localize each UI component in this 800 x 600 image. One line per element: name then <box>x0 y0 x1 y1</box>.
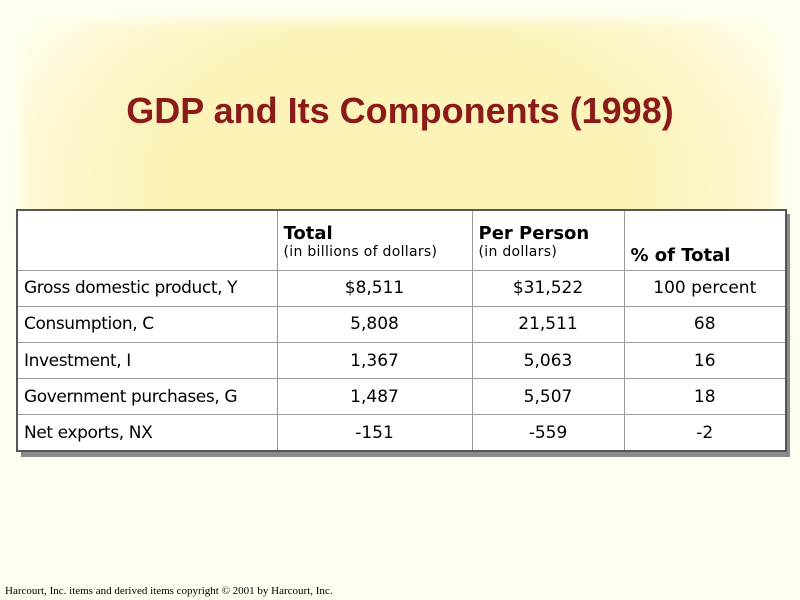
header-total: Total (in billions of dollars) <box>276 209 473 271</box>
row-label: Government purchases, G <box>16 378 278 416</box>
table-row: Government purchases, G 1,487 5,507 18 <box>16 378 787 416</box>
header-total-unit: (in billions of dollars) <box>283 243 438 260</box>
cell-total: 1,487 <box>276 378 473 416</box>
cell-per-person: 21,511 <box>471 305 625 344</box>
table-row: Gross domestic product, Y $8,511 $31,522… <box>16 269 787 307</box>
header-per-person-label: Per Person <box>478 222 590 244</box>
header-pct-total: % of Total <box>623 209 787 271</box>
row-label: Net exports, NX <box>16 414 278 452</box>
row-label: Investment, I <box>16 342 278 380</box>
table-row: Consumption, C 5,808 21,511 68 <box>16 305 787 344</box>
table-row: Investment, I 1,367 5,063 16 <box>16 342 787 380</box>
cell-pct: 16 <box>623 342 787 380</box>
header-pct-total-label: % of Total <box>630 244 731 266</box>
cell-total: $8,511 <box>276 269 473 307</box>
gdp-table-container: Total (in billions of dollars) Per Perso… <box>16 209 790 457</box>
copyright-footer: Harcourt, Inc. items and derived items c… <box>5 585 333 597</box>
gdp-components-table: Total (in billions of dollars) Per Perso… <box>16 209 787 452</box>
header-per-person: Per Person (in dollars) <box>471 209 625 271</box>
cell-total: 5,808 <box>276 305 473 344</box>
header-total-label: Total <box>283 222 333 244</box>
slide-title: GDP and Its Components (1998) <box>126 90 674 131</box>
row-label: Consumption, C <box>16 305 278 344</box>
cell-total: -151 <box>276 414 473 452</box>
cell-per-person: -559 <box>471 414 625 452</box>
header-empty-cell <box>16 209 278 271</box>
table-row: Net exports, NX -151 -559 -2 <box>16 414 787 452</box>
row-label: Gross domestic product, Y <box>16 269 278 307</box>
table-header-row: Total (in billions of dollars) Per Perso… <box>16 209 787 271</box>
header-per-person-unit: (in dollars) <box>478 243 558 260</box>
cell-pct: 68 <box>623 305 787 344</box>
cell-pct: 18 <box>623 378 787 416</box>
cell-per-person: $31,522 <box>471 269 625 307</box>
cell-pct: 100 percent <box>623 269 787 307</box>
cell-pct: -2 <box>623 414 787 452</box>
cell-per-person: 5,507 <box>471 378 625 416</box>
cell-total: 1,367 <box>276 342 473 380</box>
cell-per-person: 5,063 <box>471 342 625 380</box>
